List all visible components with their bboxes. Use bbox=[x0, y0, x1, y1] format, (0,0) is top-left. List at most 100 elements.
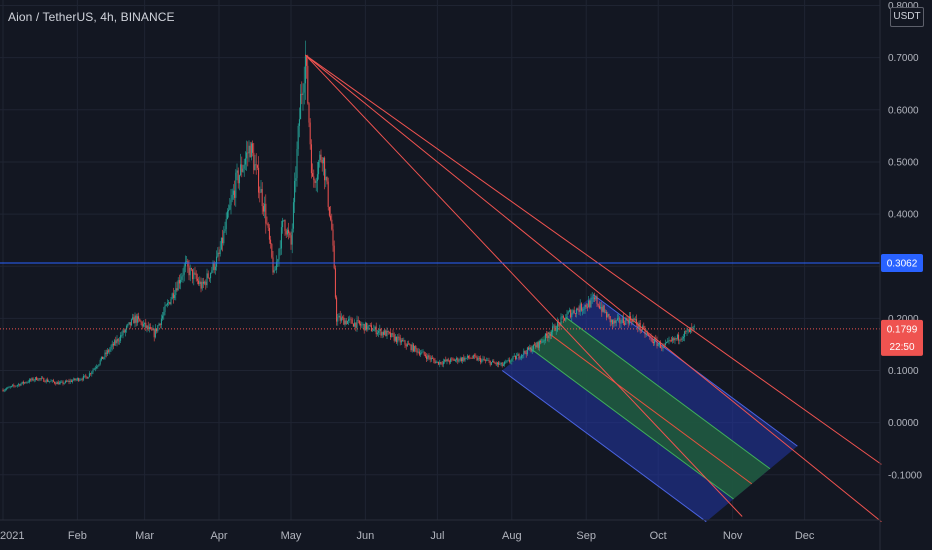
candle-body bbox=[549, 335, 551, 336]
candle-body bbox=[386, 330, 388, 337]
candle-body bbox=[100, 356, 102, 361]
candle-body bbox=[660, 342, 662, 348]
candle-body bbox=[430, 357, 432, 360]
candle-body bbox=[175, 288, 177, 296]
candle-body bbox=[304, 56, 306, 84]
candle-body bbox=[210, 273, 212, 279]
candle-body bbox=[141, 322, 143, 327]
candle-body bbox=[465, 357, 467, 359]
candle-body bbox=[631, 320, 633, 323]
candle-body bbox=[387, 330, 389, 333]
candle-body bbox=[22, 381, 24, 384]
candle-body bbox=[93, 368, 95, 370]
candle-body bbox=[28, 379, 30, 383]
candle-body bbox=[648, 334, 650, 336]
candle-body bbox=[138, 316, 140, 319]
candle-body bbox=[310, 144, 312, 174]
candle-body bbox=[606, 312, 608, 318]
candle-body bbox=[634, 319, 636, 321]
candle-body bbox=[405, 344, 407, 347]
candle-body bbox=[55, 383, 57, 385]
candle-body bbox=[682, 336, 684, 339]
candle-body bbox=[212, 262, 214, 271]
candle-body bbox=[99, 360, 101, 365]
candle-body bbox=[369, 325, 371, 326]
currency-badge[interactable]: USDT bbox=[890, 7, 924, 27]
horizontal-lines[interactable] bbox=[0, 262, 880, 330]
candle-body bbox=[447, 359, 449, 362]
price-tick-label: 0.5000 bbox=[888, 157, 919, 168]
candle-body bbox=[526, 347, 528, 355]
candle-body bbox=[400, 340, 402, 343]
candle-body bbox=[174, 295, 176, 299]
candle-body bbox=[290, 235, 292, 245]
candle-body bbox=[38, 378, 40, 381]
candle-body bbox=[48, 381, 50, 382]
candle-body bbox=[241, 164, 243, 172]
candle-body bbox=[525, 352, 527, 355]
candle-body bbox=[182, 274, 184, 277]
time-axis[interactable]: 2021 Feb Mar Apr May Jun Jul Aug Sep Oct Nov Dec bbox=[0, 519, 880, 542]
price-tick-label: 0.1000 bbox=[888, 366, 919, 377]
candle-body bbox=[226, 211, 228, 220]
candle-body bbox=[3, 390, 5, 392]
candle-body bbox=[476, 356, 478, 361]
candle-body bbox=[644, 328, 646, 335]
candle-body bbox=[442, 361, 444, 365]
candle-body bbox=[609, 316, 611, 323]
candle-body bbox=[112, 343, 114, 346]
candle-body bbox=[463, 357, 465, 361]
trend-lines[interactable] bbox=[305, 54, 882, 523]
candle-body bbox=[590, 298, 592, 308]
candle-body bbox=[213, 262, 215, 270]
candle-body bbox=[550, 331, 552, 336]
candle-body bbox=[146, 325, 148, 328]
candle-body bbox=[567, 311, 569, 314]
candle-body bbox=[91, 372, 93, 375]
candle-body bbox=[637, 324, 639, 328]
candle-body bbox=[184, 261, 186, 267]
candle-body bbox=[9, 386, 11, 388]
candle-body bbox=[518, 354, 520, 359]
candle-body bbox=[51, 380, 53, 381]
candle-body bbox=[670, 340, 672, 341]
candle-body bbox=[39, 378, 41, 379]
candle-body bbox=[70, 380, 72, 382]
candle-body bbox=[481, 359, 483, 363]
candle-body bbox=[392, 333, 394, 335]
candle-body bbox=[583, 309, 585, 310]
candle-body bbox=[103, 357, 105, 360]
candle-body bbox=[312, 173, 314, 177]
candle-body bbox=[541, 342, 543, 343]
candle-body bbox=[222, 237, 224, 244]
candle-body bbox=[172, 293, 174, 299]
candle-body bbox=[409, 344, 411, 346]
time-tick-label: Jun bbox=[357, 530, 375, 542]
candle-body bbox=[338, 315, 340, 318]
candle-body bbox=[439, 361, 441, 365]
candle-body bbox=[486, 360, 488, 361]
trend-line bbox=[305, 54, 882, 523]
candle-body bbox=[166, 302, 168, 305]
candle-body bbox=[586, 306, 588, 308]
candle-body bbox=[15, 385, 17, 387]
candle-body bbox=[104, 352, 106, 358]
candle-body bbox=[224, 229, 226, 232]
candle-body bbox=[298, 119, 300, 126]
candle-body bbox=[96, 366, 98, 368]
bar-countdown-label: 22:50 bbox=[889, 342, 914, 353]
candle-body bbox=[379, 329, 381, 332]
candle-body bbox=[157, 325, 159, 332]
candle-body bbox=[142, 324, 144, 327]
candle-body bbox=[396, 336, 398, 343]
candle-body bbox=[255, 164, 257, 166]
candle-body bbox=[260, 189, 262, 193]
candle-body bbox=[411, 344, 413, 351]
candle-body bbox=[685, 331, 687, 332]
candle-body bbox=[679, 339, 681, 341]
candle-body bbox=[235, 172, 237, 198]
candle-body bbox=[495, 363, 497, 365]
candle-body bbox=[108, 350, 110, 352]
regression-channel[interactable] bbox=[501, 294, 798, 523]
